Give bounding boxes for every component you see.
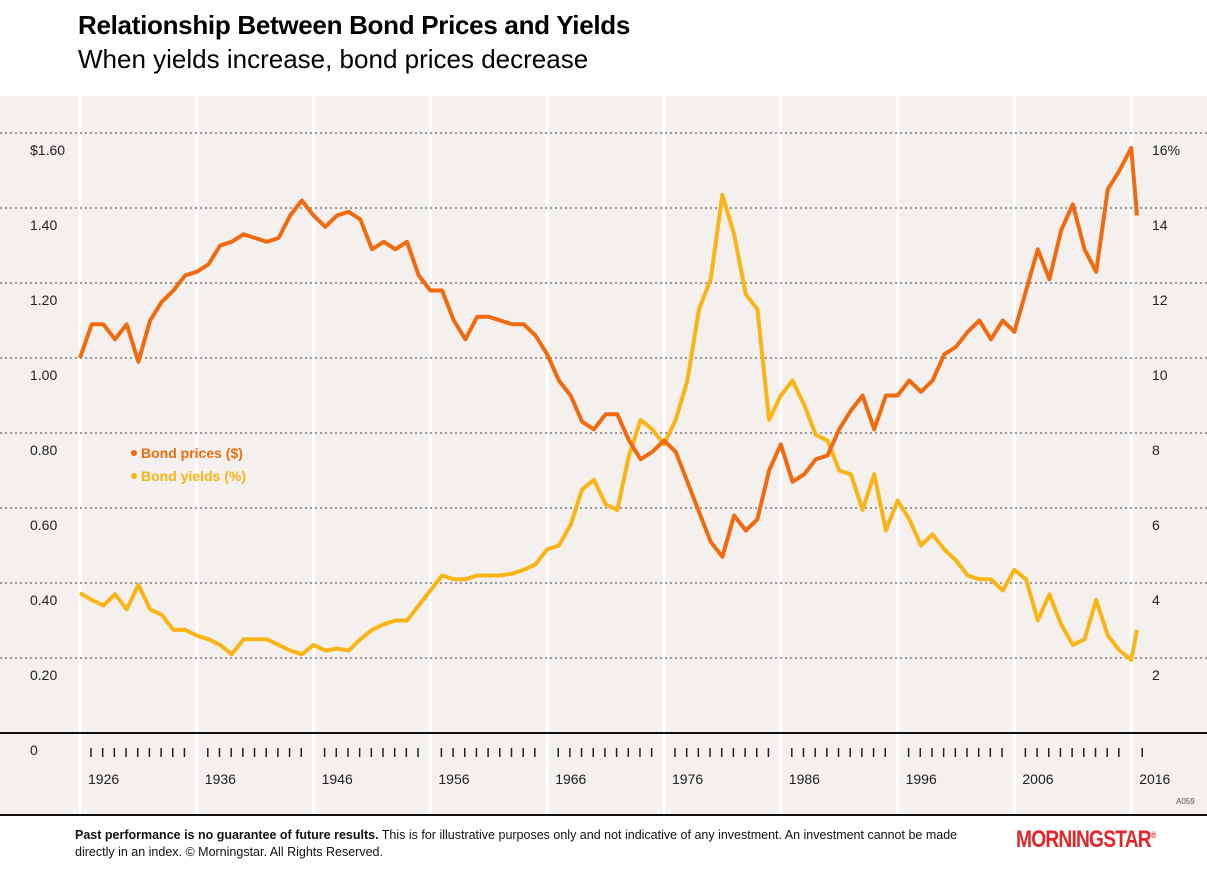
left-tick-label: 0.60 [30, 517, 57, 533]
morningstar-logo: MORNINGSTAR® [1016, 826, 1156, 853]
left-tick-label: 1.00 [30, 367, 57, 383]
legend-label: Bond prices ($) [141, 445, 243, 461]
x-tick-label: 1956 [438, 771, 469, 787]
x-tick-label: 1936 [205, 771, 236, 787]
x-tick-label: 1976 [672, 771, 703, 787]
left-tick-label: 1.20 [30, 292, 57, 308]
legend-label: Bond yields (%) [141, 468, 246, 484]
logo-text: MORNINGSTAR [1016, 826, 1152, 853]
right-tick-label: 2 [1152, 667, 1160, 683]
right-tick-label: 8 [1152, 442, 1160, 458]
x-tick-label: 1986 [789, 771, 820, 787]
left-tick-label: $1.60 [30, 142, 65, 158]
plot-area: 0 0.20 0.40 0.60 0.80 1.00 1.20 1.40 $1.60 2 4 6 8 10… [0, 96, 1207, 816]
chart-title: Relationship Between Bond Prices and Yie… [78, 10, 631, 40]
x-tick-label: 1996 [906, 771, 937, 787]
right-tick-label: 16% [1152, 142, 1180, 158]
disclaimer: Past performance is no guarantee of futu… [75, 827, 995, 861]
left-tick-label: 0.20 [30, 667, 57, 683]
right-tick-label: 10 [1152, 367, 1168, 383]
plot-background [0, 96, 1207, 815]
left-tick-label: 0.40 [30, 592, 57, 608]
disclaimer-bold: Past performance is no guarantee of futu… [75, 828, 379, 842]
legend-marker [131, 473, 137, 479]
right-tick-label: 4 [1152, 592, 1160, 608]
right-tick-label: 14 [1152, 217, 1168, 233]
left-tick-label: 0 [30, 742, 38, 758]
chart-subtitle: When yields increase, bond prices decrea… [78, 44, 589, 74]
right-tick-label: 6 [1152, 517, 1160, 533]
right-tick-label: 12 [1152, 292, 1168, 308]
x-tick-label: 1946 [322, 771, 353, 787]
x-tick-label: 1966 [555, 771, 586, 787]
x-tick-label: 1926 [88, 771, 119, 787]
x-tick-label: 2006 [1022, 771, 1053, 787]
series-line-bond-prices [78, 146, 1139, 559]
chart-code: A059 [1176, 797, 1195, 806]
left-tick-label: 0.80 [30, 442, 57, 458]
x-tick-label: 2016 [1139, 771, 1170, 787]
left-tick-label: 1.40 [30, 217, 57, 233]
series-line-bond-yields [78, 192, 1139, 662]
legend-marker [131, 450, 137, 456]
disclaimer-text: This is for illustrative purposes only a… [75, 828, 958, 859]
